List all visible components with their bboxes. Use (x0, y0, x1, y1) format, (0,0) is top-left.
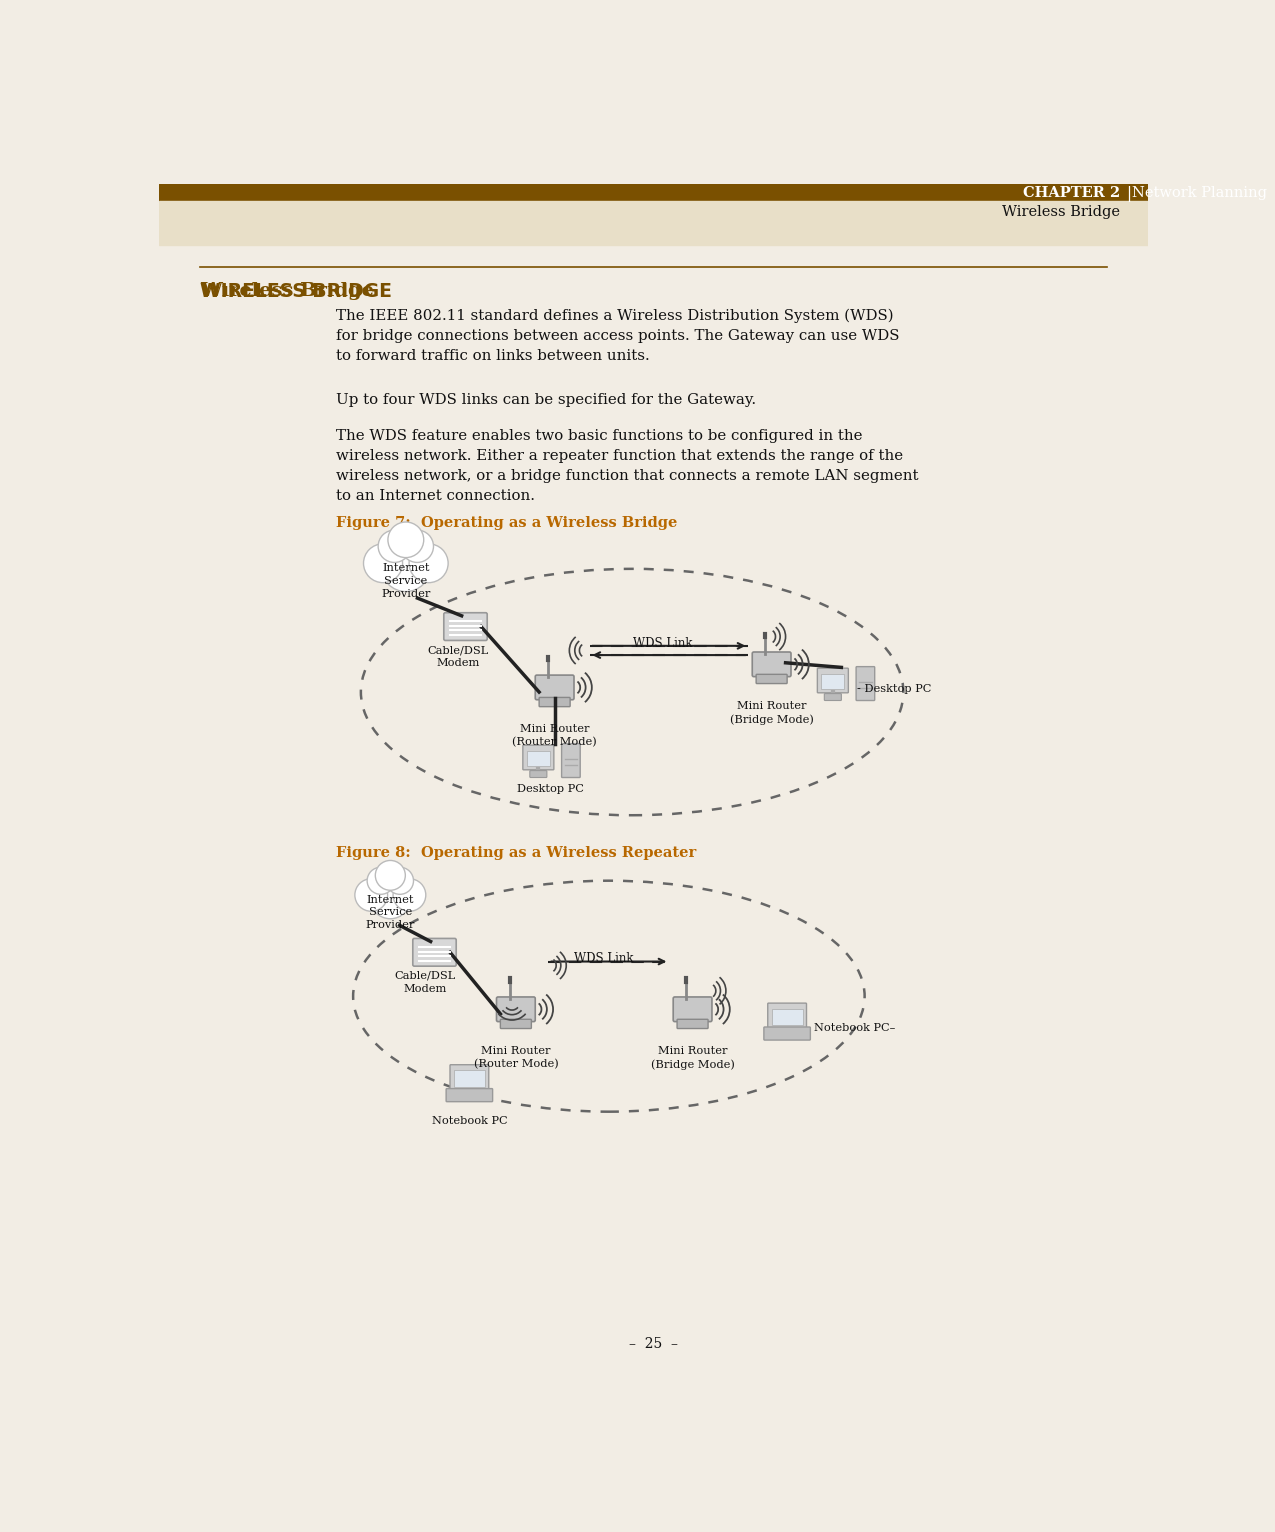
FancyBboxPatch shape (821, 674, 844, 689)
Text: The WDS feature enables two basic functions to be configured in the
wireless net: The WDS feature enables two basic functi… (337, 429, 918, 502)
Text: Desktop PC: Desktop PC (518, 784, 584, 795)
FancyBboxPatch shape (677, 1019, 708, 1028)
Text: Wireless Bridge: Wireless Bridge (1002, 205, 1121, 219)
Text: Mini Router
(Bridge Mode): Mini Router (Bridge Mode) (729, 702, 813, 725)
Text: WIRELESS BRIDGE: WIRELESS BRIDGE (200, 282, 391, 302)
Text: Cable/DSL
Modem: Cable/DSL Modem (394, 971, 456, 994)
Text: Mini Router
(Bridge Mode): Mini Router (Bridge Mode) (650, 1046, 734, 1069)
Text: - Desktop PC: - Desktop PC (857, 685, 931, 694)
FancyBboxPatch shape (771, 1008, 803, 1025)
Circle shape (409, 544, 448, 582)
Text: Mini Router
(Router Mode): Mini Router (Router Mode) (513, 725, 597, 748)
Circle shape (386, 867, 413, 895)
Circle shape (393, 879, 426, 912)
FancyBboxPatch shape (825, 694, 842, 700)
Circle shape (375, 861, 405, 890)
FancyBboxPatch shape (856, 666, 875, 700)
Circle shape (354, 879, 388, 912)
Text: WDS Link: WDS Link (575, 953, 634, 965)
Text: Internet
Service
Provider: Internet Service Provider (381, 564, 431, 599)
Text: Wıreless Brıdge: Wıreless Brıdge (200, 282, 374, 300)
FancyBboxPatch shape (539, 697, 570, 706)
FancyBboxPatch shape (527, 751, 550, 766)
Circle shape (381, 542, 430, 591)
FancyBboxPatch shape (450, 1065, 488, 1091)
Text: Figure 7:  Operating as a Wireless Bridge: Figure 7: Operating as a Wireless Bridge (337, 516, 677, 530)
FancyBboxPatch shape (768, 1003, 807, 1030)
FancyBboxPatch shape (500, 1019, 532, 1028)
Circle shape (363, 544, 403, 582)
Text: WDS Link: WDS Link (634, 637, 692, 650)
Text: Cable/DSL
Modem: Cable/DSL Modem (427, 645, 488, 668)
FancyBboxPatch shape (413, 939, 456, 967)
Circle shape (388, 522, 423, 558)
FancyBboxPatch shape (530, 771, 547, 778)
Text: |: | (1127, 187, 1132, 202)
FancyBboxPatch shape (444, 613, 487, 640)
FancyBboxPatch shape (756, 674, 787, 683)
FancyBboxPatch shape (536, 676, 574, 700)
Text: Mini Router
(Router Mode): Mini Router (Router Mode) (473, 1046, 558, 1069)
Text: The IEEE 802.11 standard defines a Wireless Distribution System (WDS)
for bridge: The IEEE 802.11 standard defines a Wirel… (337, 308, 900, 363)
Circle shape (379, 530, 411, 562)
Text: Figure 8:  Operating as a Wireless Repeater: Figure 8: Operating as a Wireless Repeat… (337, 846, 696, 859)
Bar (159, 184, 1148, 201)
FancyBboxPatch shape (561, 743, 580, 778)
Circle shape (367, 867, 394, 895)
Circle shape (370, 878, 411, 919)
FancyBboxPatch shape (817, 668, 848, 692)
Circle shape (400, 530, 434, 562)
FancyBboxPatch shape (764, 1026, 811, 1040)
FancyBboxPatch shape (496, 997, 536, 1022)
FancyBboxPatch shape (454, 1071, 484, 1088)
FancyBboxPatch shape (673, 997, 711, 1022)
Text: Notebook PC: Notebook PC (431, 1115, 507, 1126)
Text: CHAPTER 2: CHAPTER 2 (1023, 187, 1121, 201)
Text: Internet
Service
Provider: Internet Service Provider (366, 895, 416, 930)
FancyBboxPatch shape (523, 745, 553, 769)
Bar (159, 201, 1148, 245)
Text: Notebook PC–: Notebook PC– (815, 1023, 895, 1033)
FancyBboxPatch shape (752, 653, 790, 677)
Text: Network Planning: Network Planning (1132, 187, 1267, 201)
Text: –  25  –: – 25 – (629, 1337, 677, 1351)
FancyBboxPatch shape (446, 1089, 492, 1102)
Text: Up to four WDS links can be specified for the Gateway.: Up to four WDS links can be specified fo… (337, 394, 756, 408)
